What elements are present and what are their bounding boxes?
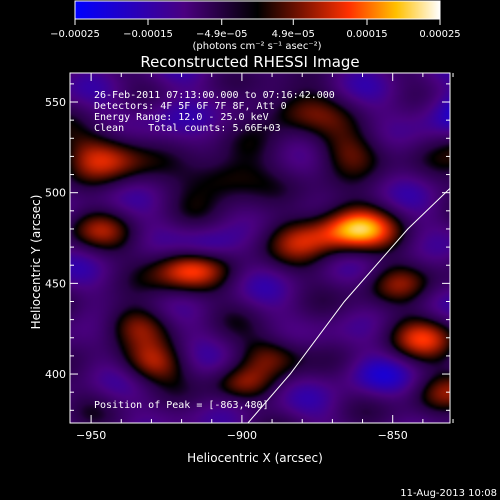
- x-tick-label: −850: [378, 429, 408, 442]
- clean-counts-label: Clean Total counts: 5.66E+03: [94, 123, 281, 134]
- colorbar: [74, 0, 441, 20]
- energy-range-label: Energy Range: 12.0 - 25.0 keV: [94, 112, 269, 123]
- y-tick-label: 550: [45, 96, 66, 109]
- heatmap-image: [70, 73, 450, 423]
- x-axis-label: Heliocentric X (arcsec): [187, 451, 323, 465]
- peak-position-label: Position of Peak = [-863,480]: [94, 400, 269, 411]
- plot-frame: [69, 72, 451, 424]
- y-tick-label: 400: [45, 368, 66, 381]
- colorbar-tick-label: −0.00025: [50, 29, 100, 40]
- x-tick-label: −950: [76, 429, 106, 442]
- detectors-label: Detectors: 4F 5F 6F 7F 8F, Att 0: [94, 101, 287, 112]
- y-tick-label: 450: [45, 277, 66, 290]
- colorbar-tick-label: 4.9e−05: [272, 29, 315, 40]
- colorbar-tick-label: −4.9e−05: [196, 29, 248, 40]
- colorbar-tick-label: −0.00015: [123, 29, 173, 40]
- solar-limb-line: [247, 187, 450, 423]
- colorbar-units: (photons cm⁻² s⁻¹ asec⁻²): [192, 41, 321, 52]
- x-tick-label: −900: [227, 429, 257, 442]
- y-tick-label: 500: [45, 187, 66, 200]
- time-range-label: 26-Feb-2011 07:13:00.000 to 07:16:42.000: [94, 90, 335, 101]
- chart-title: Reconstructed RHESSI Image: [140, 53, 359, 71]
- colorbar-tick-label: 0.00025: [419, 29, 460, 40]
- x-axis: −950−900−850−800: [76, 73, 454, 442]
- colorbar-ticks: −0.00025 −0.00015 −4.9e−05 4.9e−05 0.00015 0.…: [50, 19, 461, 40]
- colorbar-tick-label: 0.00015: [346, 29, 387, 40]
- footer-date: 11-Aug-2013 10:08: [400, 488, 497, 499]
- annotations: 26-Feb-2011 07:13:00.000 to 07:16:42.000…: [94, 90, 335, 411]
- y-axis: 400 450 500 550: [45, 83, 450, 411]
- y-axis-label: Heliocentric Y (arcsec): [29, 195, 43, 330]
